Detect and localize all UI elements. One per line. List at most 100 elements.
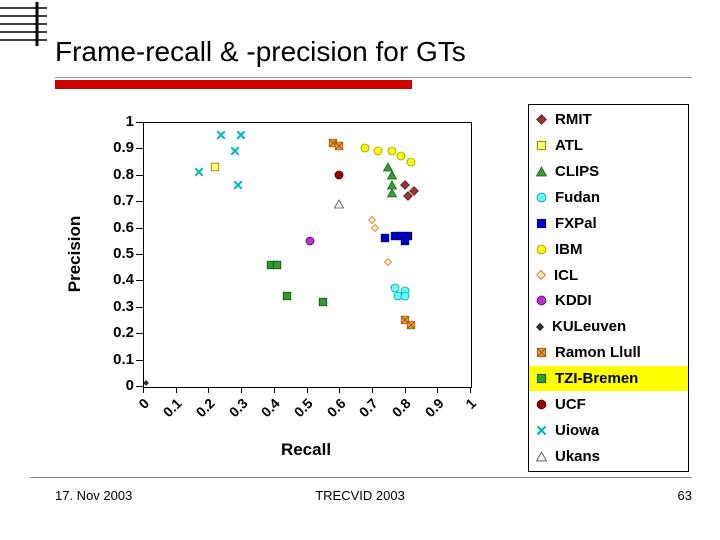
y-tick-mark bbox=[136, 333, 143, 335]
scatter-point-ibm bbox=[387, 146, 396, 156]
legend-label: TZI-Bremen bbox=[555, 370, 639, 388]
footer-date: 17. Nov 2003 bbox=[55, 488, 133, 503]
scatter-point-ramon-llull bbox=[335, 141, 344, 150]
legend-label: CLIPS bbox=[555, 163, 600, 181]
scatter-point-kuleuven bbox=[143, 380, 150, 387]
scatter-point-icl bbox=[367, 215, 376, 224]
y-tick-mark bbox=[136, 280, 143, 282]
scatter-point-icl bbox=[371, 223, 380, 232]
diamond-marker-icon bbox=[536, 114, 547, 126]
y-tick-label: 0.6 bbox=[113, 218, 134, 236]
y-tick-label: 0.1 bbox=[113, 350, 134, 368]
footer-conference: TRECVID 2003 bbox=[315, 488, 405, 503]
legend-label: ATL bbox=[555, 137, 584, 155]
footer-divider-line bbox=[30, 477, 692, 478]
footer-page-number: 63 bbox=[677, 488, 692, 503]
scatter-point-ukans bbox=[334, 198, 345, 209]
legend-row-ibm: IBM bbox=[529, 236, 688, 262]
legend-label: UCF bbox=[555, 395, 586, 413]
scatter-point-uiowa bbox=[217, 130, 226, 140]
x-tick-label: 0.9 bbox=[421, 395, 447, 421]
y-tick-label: 0.5 bbox=[113, 245, 134, 262]
scatter-point-fudan bbox=[400, 291, 410, 301]
scatter-point-ibm bbox=[396, 151, 406, 161]
x-tick-mark bbox=[175, 387, 177, 393]
x-tick-mark bbox=[371, 387, 373, 393]
x-tick-mark bbox=[241, 387, 243, 393]
legend-label: Fudan bbox=[555, 189, 600, 206]
x-tick-mark bbox=[143, 387, 144, 393]
scatter-point-tzi-bremen bbox=[272, 260, 282, 269]
legend-row-ucf: UCF bbox=[529, 391, 688, 417]
scatter-point-fxpal bbox=[380, 233, 390, 243]
legend-row-fxpal: FXPal bbox=[529, 210, 688, 236]
legend-row-icl: ICL bbox=[529, 262, 688, 288]
y-tick-mark bbox=[136, 254, 143, 255]
legend-row-atl: ATL bbox=[529, 133, 688, 159]
scatter-point-rmit bbox=[402, 190, 413, 201]
legend-row-ukans: Ukans bbox=[529, 443, 688, 469]
x-tick-label: 0.7 bbox=[356, 395, 382, 421]
x-tick-label: 0.6 bbox=[323, 395, 349, 421]
y-tick-mark bbox=[136, 122, 143, 123]
crossed-square-marker-icon bbox=[536, 348, 547, 358]
x-tick-mark bbox=[404, 387, 406, 393]
corner-marks-decoration bbox=[0, 2, 47, 46]
x-tick-label: 0.1 bbox=[159, 395, 186, 421]
circle-marker-icon bbox=[536, 244, 547, 255]
x-tick-label: 0.3 bbox=[225, 395, 251, 421]
y-tick-mark bbox=[136, 359, 143, 361]
x-marker-icon bbox=[536, 425, 547, 436]
y-tick-label: 0 bbox=[125, 377, 134, 394]
x-tick-label: 0 bbox=[135, 395, 153, 412]
x-tick-mark bbox=[306, 387, 308, 393]
y-tick-mark bbox=[136, 227, 143, 229]
x-tick-mark bbox=[273, 387, 275, 393]
legend-label: KDDI bbox=[555, 292, 592, 310]
legend-row-clips: CLIPS bbox=[529, 159, 688, 185]
scatter-point-icl bbox=[384, 257, 393, 266]
legend-label: KULeuven bbox=[552, 318, 627, 336]
title-accent-bar bbox=[55, 80, 412, 89]
diamond-marker-icon bbox=[536, 322, 544, 331]
y-axis-label: Precision bbox=[65, 215, 84, 293]
x-tick-label: 0.5 bbox=[290, 395, 316, 421]
scatter-point-clips bbox=[383, 162, 394, 172]
x-tick-mark bbox=[437, 387, 439, 393]
legend-row-uiowa: Uiowa bbox=[529, 417, 688, 443]
legend-label: Ramon Llull bbox=[555, 344, 641, 362]
legend-row-rmit: RMIT bbox=[529, 107, 688, 133]
circle-marker-icon bbox=[536, 399, 547, 410]
scatter-point-kddi bbox=[305, 236, 315, 246]
diamond-marker-icon bbox=[536, 270, 546, 281]
legend-label: RMIT bbox=[555, 111, 592, 129]
chart-legend: RMIT ATL CLIPS Fudan FXPal IBM ICL KDDI KULeuven… bbox=[528, 104, 689, 472]
circle-marker-icon bbox=[536, 192, 547, 203]
x-tick-mark bbox=[470, 387, 471, 393]
scatter-point-uiowa bbox=[236, 130, 246, 140]
square-marker-icon bbox=[536, 373, 547, 384]
scatter-point-uiowa bbox=[233, 180, 243, 190]
legend-label: IBM bbox=[555, 240, 583, 258]
scatter-point-ucf bbox=[334, 170, 344, 180]
y-tick-mark bbox=[136, 174, 143, 176]
y-tick-label: 0.8 bbox=[113, 165, 134, 183]
square-marker-icon bbox=[536, 218, 547, 228]
scatter-point-rmit bbox=[409, 185, 420, 196]
scatter-point-uiowa bbox=[230, 146, 240, 156]
x-tick-label: 0.2 bbox=[192, 395, 218, 421]
y-tick-label: 1 bbox=[125, 113, 134, 130]
x-tick-label: 0.4 bbox=[258, 395, 284, 421]
scatter-point-ramon-llull bbox=[406, 321, 416, 330]
x-tick-mark bbox=[339, 387, 341, 393]
legend-row-tzi-bremen: TZI-Bremen bbox=[529, 365, 688, 392]
scatter-point-ibm bbox=[374, 146, 383, 156]
scatter-point-clips bbox=[386, 169, 397, 180]
x-axis-label: Recall bbox=[280, 440, 332, 459]
title-underline-line bbox=[55, 77, 692, 78]
y-tick-mark bbox=[136, 148, 143, 150]
triangle-marker-icon bbox=[536, 166, 547, 177]
y-tick-label: 0.4 bbox=[113, 271, 134, 289]
